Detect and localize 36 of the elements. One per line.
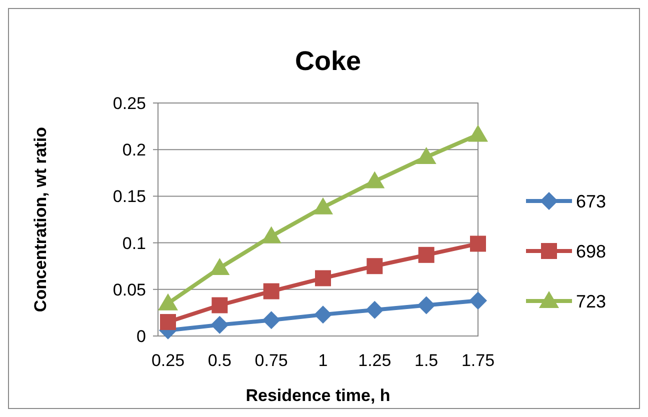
x-tick-label: 0.75 bbox=[254, 351, 288, 370]
y-tick-label: 0.25 bbox=[112, 94, 146, 113]
point bbox=[313, 197, 333, 214]
point bbox=[470, 236, 486, 252]
point bbox=[417, 296, 436, 314]
point bbox=[212, 297, 228, 314]
point bbox=[314, 306, 332, 324]
legend-label: 723 bbox=[576, 291, 606, 312]
x-tick-label: 0.25 bbox=[151, 351, 185, 370]
chart-title: Coke bbox=[294, 46, 362, 76]
point bbox=[160, 314, 176, 330]
y-tick-label: 0.15 bbox=[112, 187, 146, 206]
y-tick-label: 0 bbox=[136, 326, 146, 346]
point bbox=[364, 171, 385, 188]
x-tick-label: 1.75 bbox=[461, 351, 495, 370]
point bbox=[366, 258, 383, 274]
y-tick-label: 0.05 bbox=[112, 280, 146, 300]
point bbox=[469, 292, 487, 310]
y-tick-label: 0.2 bbox=[122, 140, 146, 160]
x-axis-title: Residence time, h bbox=[246, 386, 390, 405]
point bbox=[210, 316, 229, 334]
point bbox=[315, 270, 331, 286]
legend-label: 673 bbox=[576, 191, 606, 212]
point bbox=[263, 283, 280, 300]
x-tick-label: 0.5 bbox=[208, 351, 232, 370]
y-axis-title: Concentration, wt ratio bbox=[31, 126, 50, 312]
point bbox=[468, 124, 488, 142]
point bbox=[262, 311, 280, 330]
x-tick-label: 1.25 bbox=[358, 351, 392, 370]
x-tick-label: 1 bbox=[318, 351, 328, 370]
point bbox=[416, 147, 436, 164]
point bbox=[418, 246, 434, 263]
legend-label: 698 bbox=[576, 241, 606, 262]
y-tick-label: 0.1 bbox=[122, 234, 146, 253]
x-tick-label: 1.5 bbox=[414, 351, 438, 370]
point bbox=[366, 300, 384, 319]
